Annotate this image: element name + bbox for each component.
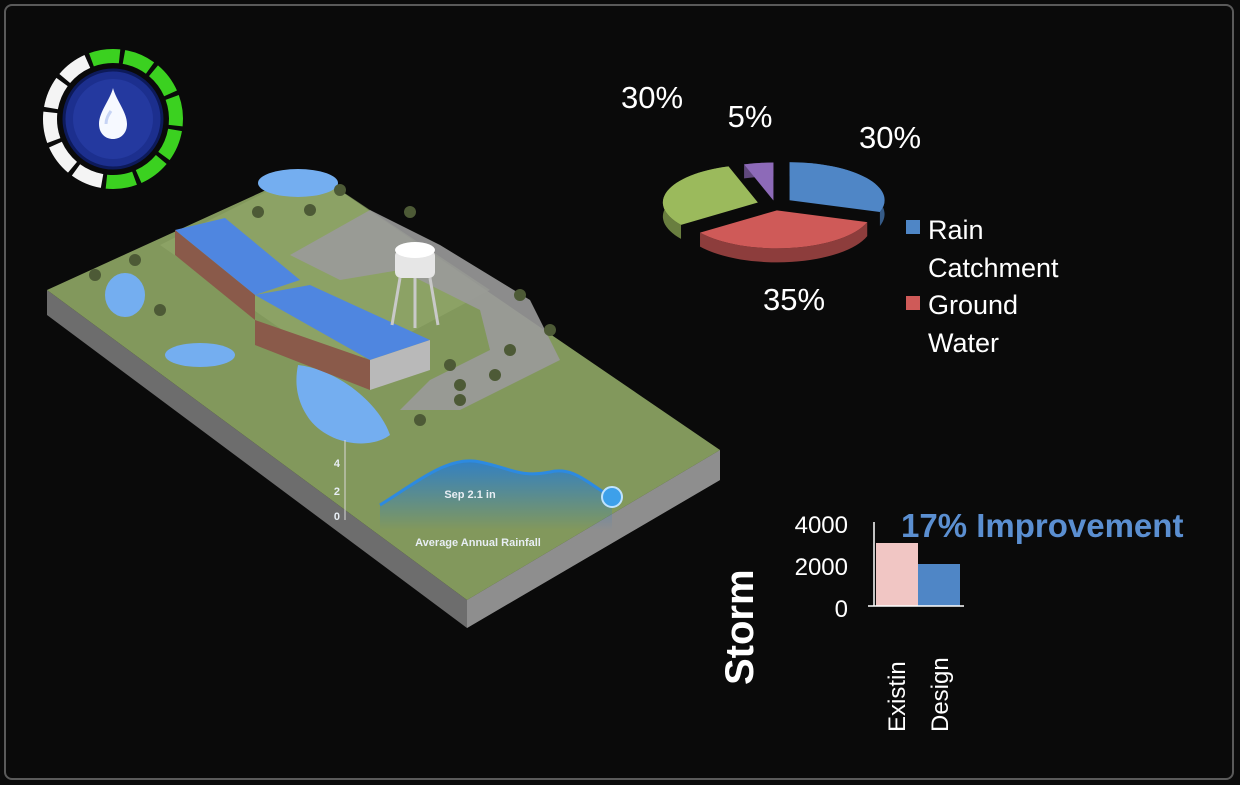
- scale-tick: 4: [334, 458, 341, 470]
- rainfall-marker: [601, 486, 623, 508]
- y-axis-label: Storm: [718, 569, 762, 685]
- drop-highlight: [104, 110, 113, 125]
- building-roof: [175, 218, 300, 295]
- gauge-segment: [89, 49, 121, 67]
- site-map: 4 2 0 Sep 2.1 in Average Annual Rainfall: [47, 169, 720, 628]
- gauge-segment: [49, 141, 78, 173]
- gauge-segment: [158, 128, 182, 161]
- building-wall: [175, 230, 255, 320]
- water-tower-legs: [390, 277, 440, 328]
- water-drop-icon: [99, 88, 127, 139]
- legend-ground-line2: Water: [928, 328, 999, 358]
- gauge-segment: [59, 55, 91, 84]
- gauge-ring: [43, 49, 184, 190]
- x-tick-label-design: Design: [927, 657, 954, 732]
- pie-label-rain: 30%: [859, 120, 921, 155]
- scale-tick: 0: [334, 511, 340, 523]
- pond: [258, 169, 338, 197]
- terrain-right-side: [467, 450, 720, 628]
- legend-swatch-ground: [906, 296, 920, 310]
- gauge-segment: [105, 171, 137, 190]
- legend-rain-line1: Rain: [928, 215, 984, 245]
- scale-tick: 2: [334, 486, 340, 498]
- water-tower-tank: [395, 250, 435, 278]
- pond: [165, 343, 235, 367]
- gauge-segment: [122, 50, 155, 74]
- legend-ground-line1: Ground: [928, 290, 1018, 320]
- trees: [89, 184, 556, 426]
- pie-label-misc: 5%: [728, 99, 773, 134]
- bar-design: [918, 564, 960, 606]
- building-wall: [370, 340, 430, 390]
- pie-slice-ground: [700, 210, 868, 263]
- water-gauge: [43, 49, 184, 190]
- bar-existing: [876, 543, 918, 606]
- pie-label-ground: 35%: [763, 282, 825, 317]
- legend-rain-line2: Catchment: [928, 253, 1059, 283]
- building-roof: [255, 285, 430, 360]
- gauge-segment: [71, 164, 104, 188]
- terrain-front-side: [47, 290, 720, 628]
- pie-label-other: 30%: [621, 80, 683, 115]
- bars: [876, 543, 960, 606]
- pie-slice-rain: [789, 162, 885, 226]
- pie-slice-misc: [744, 162, 774, 201]
- water-source-pie-chart: 30% 5% 30% 35% Rain Catchment Ground Wat…: [621, 80, 1059, 358]
- gauge-segment: [148, 65, 177, 97]
- pond: [105, 273, 145, 317]
- gauge-segment: [44, 77, 68, 110]
- gauge-segment: [165, 95, 184, 127]
- gauge-segment: [43, 111, 61, 143]
- gauge-segment: [135, 154, 167, 183]
- building-wall: [255, 320, 370, 390]
- improvement-annotation: 17% Improvement: [901, 507, 1183, 544]
- pie-slices: [662, 162, 885, 263]
- y-tick-label: 4000: [795, 512, 848, 539]
- rainfall-curve: [380, 460, 612, 530]
- storm-bar-chart: Storm 4000 2000 0 Existin Design 17% Imp…: [718, 507, 1183, 732]
- water-tower-top: [395, 242, 435, 258]
- pie-slice-other: [662, 166, 758, 239]
- road-area: [290, 210, 560, 410]
- pond: [296, 365, 390, 444]
- rainfall-caption: Average Annual Rainfall: [415, 537, 541, 549]
- x-tick-label-existing: Existin: [884, 661, 911, 732]
- rainfall-value-label: Sep 2.1 in: [444, 489, 496, 501]
- legend-swatch-rain: [906, 220, 920, 234]
- rainfall-line: [379, 459, 613, 507]
- y-tick-label: 0: [835, 596, 848, 623]
- y-tick-label: 2000: [795, 554, 848, 581]
